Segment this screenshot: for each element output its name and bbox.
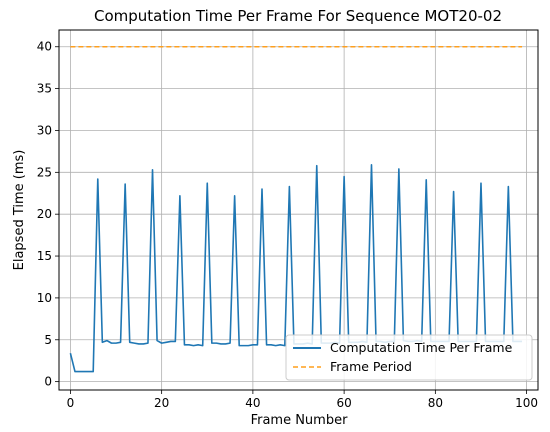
y-tick-label: 15 <box>37 249 52 263</box>
axis-ticks: 0 20 40 60 80 100 0 5 10 15 20 25 30 35 40 <box>37 40 538 410</box>
legend-label-frame-period: Frame Period <box>330 359 412 374</box>
legend-label-computation: Computation Time Per Frame <box>330 340 513 355</box>
chart-title: Computation Time Per Frame For Sequence … <box>94 7 502 25</box>
plot-series <box>69 45 523 373</box>
y-tick-label: 20 <box>37 207 52 221</box>
x-tick-label: 40 <box>245 396 260 410</box>
plot-area-frame <box>58 29 539 391</box>
x-tick-label: 20 <box>154 396 169 410</box>
legend-box <box>285 334 533 381</box>
x-tick-label: 0 <box>67 396 75 410</box>
legend: Computation Time Per Frame Frame Period <box>285 334 533 381</box>
y-tick-label: 0 <box>44 375 52 389</box>
y-tick-label: 10 <box>37 291 52 305</box>
grid <box>59 30 538 390</box>
y-tick-label: 40 <box>37 40 52 54</box>
x-tick-label: 60 <box>336 396 351 410</box>
y-tick-label: 25 <box>37 165 52 179</box>
y-axis-label: Elapsed Time (ms) <box>12 150 27 271</box>
y-tick-label: 30 <box>37 123 52 137</box>
y-tick-label: 35 <box>37 82 52 96</box>
x-tick-label: 100 <box>515 396 538 410</box>
x-tick-label: 80 <box>428 396 443 410</box>
x-axis-label: Frame Number <box>251 413 349 428</box>
y-tick-label: 5 <box>44 333 52 347</box>
